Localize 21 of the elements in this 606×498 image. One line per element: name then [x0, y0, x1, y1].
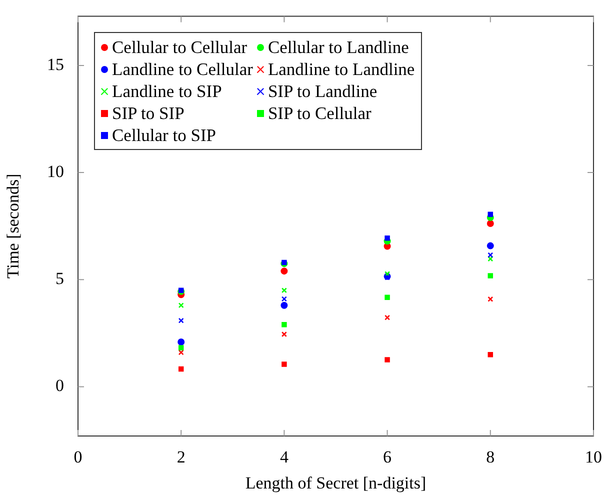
y-axis-title: Time [seconds]: [4, 174, 23, 278]
x-tick-label: 4: [280, 448, 289, 467]
legend-label: SIP to Cellular: [268, 102, 372, 124]
legend-label: SIP to Landline: [268, 80, 378, 102]
legend-label: Cellular to Cellular: [112, 36, 248, 58]
x-tick-label: 10: [585, 448, 602, 467]
legend-label: Cellular to SIP: [112, 124, 216, 146]
y-tick-label: 5: [56, 269, 64, 288]
y-tick-label: 15: [47, 54, 64, 74]
legend-label: Landline to Landline: [268, 58, 415, 80]
x-tick-label: 2: [176, 448, 186, 467]
x-axis-title: Length of Secret [n-digits]: [245, 473, 426, 492]
legend-label: Landline to Cellular: [112, 58, 253, 80]
legend-label: Cellular to Landline: [268, 36, 409, 58]
y-tick-label: 10: [47, 162, 64, 182]
legend-label: Landline to SIP: [112, 80, 222, 102]
x-tick-label: 8: [486, 448, 495, 467]
y-tick-label: 0: [56, 376, 64, 396]
x-tick-label: 6: [383, 448, 392, 467]
x-tick-label: 0: [74, 448, 82, 467]
legend-label: SIP to SIP: [112, 102, 184, 124]
